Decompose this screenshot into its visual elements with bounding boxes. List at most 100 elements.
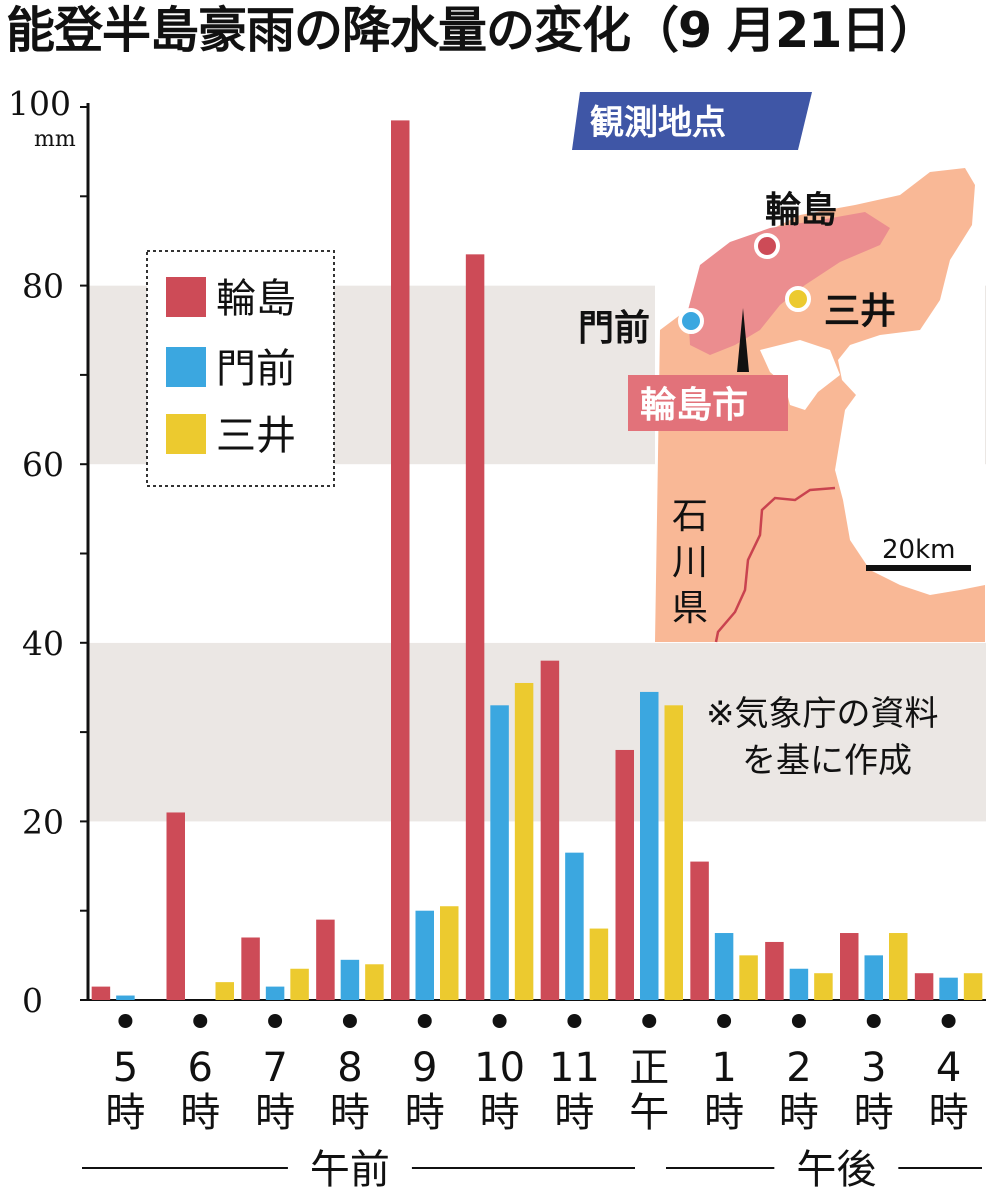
bar: [565, 852, 584, 1000]
scale-bar: [866, 565, 971, 571]
x-tick-label: 5: [113, 1045, 138, 1091]
city-label: 輪島市: [640, 384, 748, 426]
x-tick-label: 3: [861, 1045, 886, 1091]
station-label-wajima: 輪島: [765, 189, 837, 231]
bar: [490, 705, 509, 1000]
y-tick-label: 0: [22, 981, 43, 1020]
x-tick-dot: [342, 1014, 357, 1028]
x-tick-dot: [492, 1014, 507, 1028]
station-map: 観測地点 輪島 門前 三井 輪島市 石 川 県 20km: [572, 92, 985, 643]
wajima-city-shape: [688, 212, 890, 355]
bar: [415, 910, 434, 1000]
bar: [963, 973, 983, 1000]
bar: [739, 955, 758, 1000]
bar: [939, 977, 958, 1000]
prefecture-label-3: 県: [672, 588, 708, 629]
bar: [914, 973, 934, 1000]
x-tick-label-suffix: 時: [704, 1090, 744, 1136]
x-tick-label: 9: [412, 1045, 437, 1091]
x-tick-dot: [717, 1014, 732, 1028]
x-tick-label-suffix: 午: [629, 1090, 669, 1136]
x-tick-label-suffix: 時: [480, 1090, 520, 1136]
x-tick-label-suffix: 時: [105, 1090, 145, 1136]
x-tick-label-suffix: 時: [180, 1090, 220, 1136]
city-pointer: [737, 308, 749, 372]
x-tick-label: 2: [786, 1045, 811, 1091]
bar: [265, 986, 285, 1000]
x-tick-label-suffix: 時: [929, 1090, 969, 1136]
bars: [91, 120, 983, 1001]
map-banner: 観測地点: [590, 103, 726, 143]
x-tick-label: 6: [188, 1045, 213, 1091]
x-tick-label-suffix: 時: [854, 1090, 894, 1136]
bar: [391, 120, 410, 1000]
x-group-label-am: 午前: [310, 1147, 390, 1193]
bar: [440, 906, 459, 1000]
x-tick-label-suffix: 時: [554, 1090, 594, 1136]
x-tick-label: 1: [711, 1045, 736, 1091]
bar: [316, 919, 335, 1000]
bar: [714, 933, 734, 1000]
bar: [840, 933, 859, 1000]
x-tick-label: 8: [337, 1045, 362, 1091]
grid-band: [88, 642, 986, 822]
prefecture-border: [714, 486, 836, 643]
bar: [765, 941, 784, 1000]
legend-swatch-mitsui: [166, 414, 206, 454]
scale-label: 20km: [882, 535, 955, 565]
x-tick-dot: [193, 1014, 208, 1028]
y-axis-unit: mm: [34, 127, 76, 152]
x-tick-dot: [642, 1014, 657, 1028]
x-tick-label: 4: [936, 1045, 961, 1091]
bar: [789, 968, 809, 1000]
bar: [540, 660, 560, 1000]
station-label-mitsui: 三井: [824, 291, 896, 332]
source-note-line-1: ※気象庁の資料: [706, 694, 939, 734]
grid-band: [88, 821, 986, 1000]
x-tick-label: 7: [262, 1045, 287, 1091]
legend-label-monzen: 門前: [216, 346, 296, 392]
station-marker-monzen: [678, 308, 704, 334]
bar: [889, 933, 908, 1000]
x-tick-dot: [268, 1014, 283, 1028]
bar: [690, 861, 709, 1000]
bar: [640, 691, 659, 1000]
y-tick-label: 20: [22, 802, 64, 841]
station-marker-mitsui: [785, 286, 811, 312]
legend-label-mitsui: 三井: [216, 413, 296, 459]
bar: [241, 937, 260, 1000]
x-tick-label-suffix: 時: [405, 1090, 445, 1136]
prefecture-label-1: 石: [672, 496, 708, 537]
x-tick-dot: [567, 1014, 582, 1028]
bar: [116, 995, 135, 1000]
y-tick-label: 60: [22, 445, 64, 484]
bay-shape: [760, 340, 840, 410]
bar: [864, 955, 883, 1000]
station-marker-wajima: [754, 233, 780, 259]
y-tick-label: 80: [22, 267, 64, 306]
bar: [215, 982, 234, 1000]
map-banner-shape: [572, 92, 812, 150]
bar: [814, 973, 833, 1000]
x-tick-label-suffix: 時: [255, 1090, 295, 1136]
y-tick-label: 40: [22, 624, 64, 663]
bar: [465, 254, 485, 1001]
bar: [615, 749, 634, 1000]
legend-label-wajima: 輪島: [216, 276, 296, 322]
x-tick-label-suffix: 時: [779, 1090, 819, 1136]
bar: [166, 812, 185, 1000]
x-tick-label: 11: [549, 1045, 600, 1091]
x-tick-dot: [866, 1014, 881, 1028]
source-note-line-2: を基に作成: [742, 741, 912, 781]
x-tick-label: 正: [629, 1045, 669, 1091]
x-tick-label: 10: [474, 1045, 525, 1091]
x-group-label-pm: 午後: [796, 1147, 876, 1193]
x-tick-dot: [417, 1014, 432, 1028]
bar: [664, 705, 683, 1000]
y-axis: 0 20 40 60 80 100 mm: [8, 84, 986, 1020]
x-tick-dot: [941, 1014, 956, 1028]
legend-swatch-monzen: [166, 347, 206, 387]
station-label-monzen: 門前: [578, 308, 650, 349]
